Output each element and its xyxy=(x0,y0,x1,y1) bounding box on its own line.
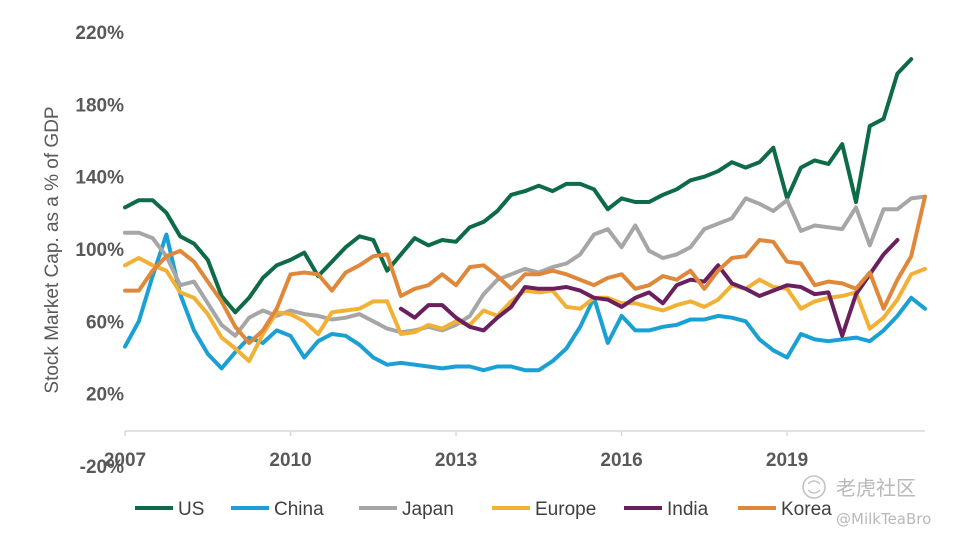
x-tick-label: 2016 xyxy=(600,450,642,471)
x-tick-label: 2013 xyxy=(435,450,477,471)
series-line-india xyxy=(398,238,900,338)
y-tick-label: 180% xyxy=(75,95,124,116)
x-tick-label: 2019 xyxy=(766,450,808,471)
series-line-korea xyxy=(123,194,927,345)
x-axis-ticks: 2007 2010 2013 2016 2019 xyxy=(104,431,808,471)
legend-label-india: India xyxy=(667,499,709,520)
legend: US China Japan Europe India Korea xyxy=(135,499,832,520)
legend-label-japan: Japan xyxy=(402,499,454,520)
y-tick-label: 20% xyxy=(86,385,124,406)
legend-label-korea: Korea xyxy=(781,499,832,520)
tiger-logo-icon xyxy=(802,475,826,499)
legend-label-us: US xyxy=(178,499,204,520)
y-tick-label: 100% xyxy=(75,240,124,261)
y-axis-label-group: Stock Market Cap. as a % of GDP xyxy=(42,106,63,393)
series-lines xyxy=(123,57,927,373)
series-line-japan xyxy=(123,194,927,338)
x-tick-label: 2007 xyxy=(104,450,146,471)
y-tick-label: -20% xyxy=(80,457,124,478)
y-axis-ticks: -20% 20% 60% 100% 140% 180% 220% xyxy=(75,23,124,478)
series-line-europe xyxy=(123,256,927,364)
watermark: 老虎社区 @MilkTeaBro xyxy=(802,475,931,528)
watermark-user: @MilkTeaBro xyxy=(836,510,931,528)
series-line-us xyxy=(123,57,914,315)
watermark-site: 老虎社区 xyxy=(836,476,916,500)
y-tick-label: 220% xyxy=(75,23,124,44)
y-tick-label: 140% xyxy=(75,168,124,189)
legend-label-china: China xyxy=(274,499,324,520)
y-tick-label: 60% xyxy=(86,312,124,333)
legend-label-europe: Europe xyxy=(535,499,596,520)
x-tick-label: 2010 xyxy=(269,450,311,471)
y-axis-label: Stock Market Cap. as a % of GDP xyxy=(42,106,63,393)
